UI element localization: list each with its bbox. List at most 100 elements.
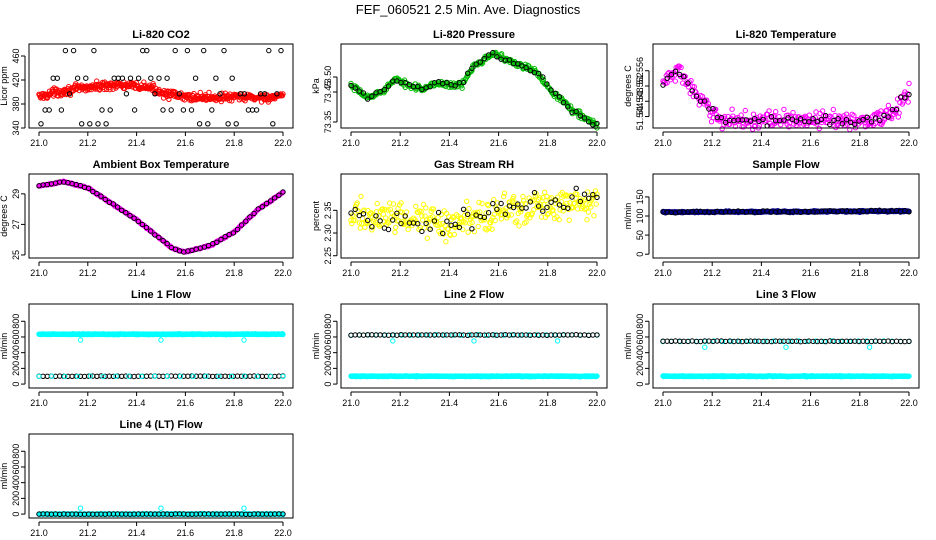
data-point	[188, 107, 195, 113]
data-point	[378, 221, 384, 228]
data-point	[358, 193, 364, 200]
data-point	[490, 200, 496, 207]
x-tick-label: 21.0	[654, 268, 672, 278]
data-point	[190, 373, 196, 379]
x-tick-label: 21.0	[30, 528, 48, 538]
data-point	[139, 221, 146, 228]
data-point	[131, 215, 137, 221]
data-point	[510, 204, 517, 211]
x-tick-label: 22.0	[900, 398, 918, 408]
data-point	[843, 117, 850, 123]
x-tick-label: 21.0	[654, 138, 672, 148]
data-point	[864, 114, 870, 121]
data-point	[172, 47, 178, 54]
data-point	[402, 213, 408, 219]
data-point	[280, 373, 286, 380]
data-point	[672, 68, 679, 74]
data-point	[535, 70, 542, 77]
plot-frame	[28, 303, 294, 389]
plot-frame	[28, 173, 294, 259]
data-point	[450, 215, 457, 221]
data-point	[135, 75, 142, 81]
data-point	[77, 505, 84, 511]
data-point	[544, 204, 550, 211]
data-point	[230, 230, 237, 236]
data-point	[354, 200, 360, 206]
x-tick-label: 21.0	[654, 398, 672, 408]
data-points	[36, 178, 286, 255]
y-tick-label: 2.25	[323, 247, 333, 265]
data-point	[593, 201, 599, 207]
data-point	[444, 218, 450, 224]
data-point	[267, 198, 274, 204]
data-point	[360, 90, 367, 96]
data-point	[586, 195, 592, 202]
data-point	[538, 214, 545, 220]
y-tick-label: 0	[635, 252, 645, 257]
data-point	[348, 82, 354, 89]
data-point	[515, 61, 521, 67]
x-tick-label: 22.0	[274, 398, 292, 408]
data-point	[79, 121, 85, 127]
data-point	[702, 344, 708, 350]
data-point	[180, 107, 187, 113]
data-point	[548, 199, 554, 205]
data-point	[238, 222, 245, 228]
data-point	[705, 101, 711, 107]
data-point	[485, 210, 492, 216]
plot-frame	[28, 433, 294, 519]
data-point	[119, 75, 126, 81]
data-point	[577, 113, 583, 119]
data-point	[505, 213, 511, 219]
x-tick-label: 22.0	[588, 268, 606, 278]
y-axis-label: ml/min	[0, 463, 9, 490]
x-tick-label: 22.0	[900, 138, 918, 148]
data-point	[369, 224, 375, 230]
data-point	[280, 189, 286, 195]
data-point	[835, 116, 841, 122]
data-point	[70, 88, 77, 94]
x-tick-label: 21.6	[490, 398, 508, 408]
x-tick-label: 21.6	[802, 138, 820, 148]
data-point	[66, 91, 73, 97]
data-point	[160, 107, 166, 113]
x-tick-label: 21.2	[79, 268, 97, 278]
data-point	[584, 217, 590, 223]
data-point	[469, 65, 475, 72]
data-point	[377, 89, 383, 95]
data-point	[192, 75, 199, 81]
data-points	[660, 338, 912, 380]
data-point	[36, 373, 42, 380]
data-point	[594, 194, 600, 201]
data-point	[70, 47, 77, 54]
data-point	[722, 119, 729, 126]
y-tick-label: 200	[323, 361, 333, 376]
data-point	[201, 47, 207, 54]
y-tick-label: 25	[11, 250, 21, 260]
y-tick-label: 200	[11, 491, 21, 506]
data-point	[681, 74, 687, 80]
y-tick-label: 150	[635, 189, 645, 204]
data-point	[382, 206, 388, 213]
data-point	[127, 75, 134, 81]
data-point	[385, 226, 392, 233]
data-point	[514, 218, 520, 224]
data-point	[255, 206, 261, 212]
x-tick-label: 21.2	[79, 398, 97, 408]
data-point	[176, 91, 183, 97]
data-point	[374, 200, 380, 207]
data-point	[819, 108, 826, 114]
data-point	[678, 64, 684, 71]
data-point	[710, 106, 716, 112]
x-tick-label: 21.2	[391, 398, 409, 408]
data-point	[131, 107, 138, 113]
data-point	[594, 120, 600, 127]
data-point	[263, 200, 270, 207]
data-point	[477, 59, 483, 65]
y-tick-label: 600	[635, 329, 645, 344]
data-point	[564, 200, 570, 207]
data-point	[113, 373, 119, 379]
